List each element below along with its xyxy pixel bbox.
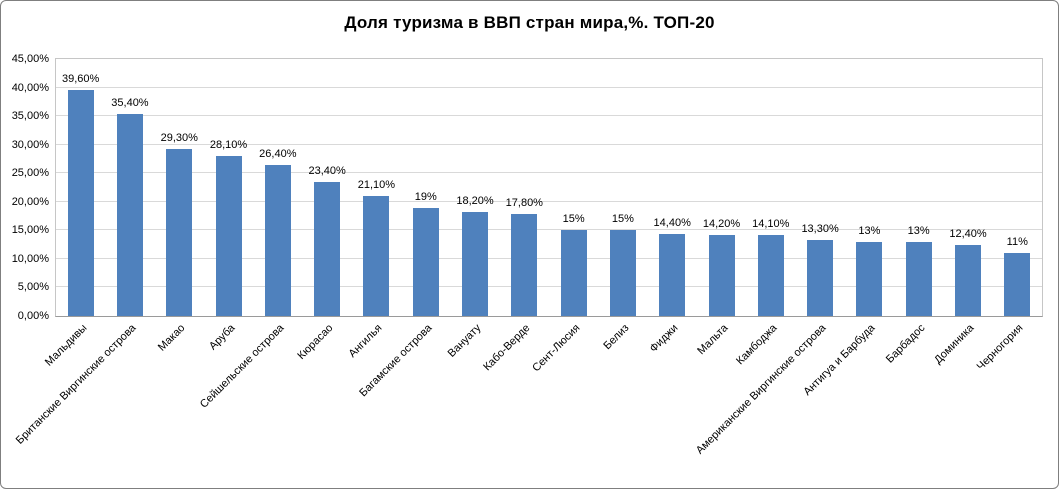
bar-value-label: 29,30% xyxy=(160,131,198,144)
category-slot: 14,10% Камбоджа xyxy=(734,59,795,367)
bar-value-label: 26,40% xyxy=(259,148,297,161)
bar-value-label: 23,40% xyxy=(308,165,346,178)
bar xyxy=(363,195,390,316)
bar xyxy=(560,230,587,316)
bar xyxy=(511,214,538,316)
category-slot: 14,40% Фиджи xyxy=(648,59,697,355)
category-slot: 18,20% Вануату xyxy=(446,59,499,360)
category-slot: 28,10% Аруба xyxy=(204,59,253,353)
bar-value-label: 14,10% xyxy=(752,218,790,231)
bar xyxy=(166,148,193,316)
category-slot: 13,30% Американские Виргинские острова xyxy=(694,59,844,457)
y-axis-tick-label: 5,00% xyxy=(17,281,49,294)
y-axis-tick-label: 15,00% xyxy=(11,224,49,237)
bar-value-label: 15% xyxy=(611,213,634,226)
bar-value-label: 15% xyxy=(562,213,585,226)
bar-value-label: 28,10% xyxy=(209,138,248,151)
bar xyxy=(708,234,735,316)
gridline xyxy=(56,143,1042,145)
plot-area: 39,60% Мальдивы 35,40% Британские Виргински… xyxy=(12,53,1043,457)
category-slot: 29,30% Макао xyxy=(155,59,204,354)
bar xyxy=(462,212,489,316)
gridline xyxy=(56,200,1042,202)
bar xyxy=(856,241,883,316)
bar-value-label: 13% xyxy=(907,224,930,237)
bar xyxy=(314,182,341,316)
y-axis-tick-label: 10,00% xyxy=(11,252,49,265)
category-slot: 26,40% Сейшельские острова xyxy=(198,59,302,410)
bar-value-label: 14,40% xyxy=(653,216,691,229)
category-slot: 35,40% Британские Виргинские острова xyxy=(14,59,154,447)
bar xyxy=(905,241,932,316)
category-slot: 14,20% Мальта xyxy=(695,59,746,357)
y-axis-tick-label: 25,00% xyxy=(11,167,49,180)
category-slot: 23,40% Кюрасао xyxy=(296,59,351,362)
chart-title: Доля туризма в ВВП стран мира,%. ТОП-20 xyxy=(344,13,715,32)
bar xyxy=(807,240,834,316)
bar-value-label: 39,60% xyxy=(61,72,100,85)
bar-value-label: 19% xyxy=(414,190,437,203)
category-slot: 13% Антигуа и Барбуда xyxy=(802,59,894,398)
bar xyxy=(954,245,981,316)
bar-value-label: 21,10% xyxy=(357,178,396,191)
y-axis-tick-label: 35,00% xyxy=(11,110,49,123)
y-axis-tick-label: 30,00% xyxy=(11,138,49,151)
y-axis-tick-label: 40,00% xyxy=(11,81,49,94)
category-slot: 21,10% Ангилья xyxy=(347,59,401,360)
bars-container: 39,60% Мальдивы 35,40% Британские Виргински… xyxy=(14,59,1042,457)
bar xyxy=(609,230,636,316)
category-slot: 15% Белиз xyxy=(598,59,647,352)
gridline xyxy=(56,115,1042,117)
bar xyxy=(659,233,686,316)
category-slot: 15% Сент-Люсия xyxy=(530,59,598,374)
bar xyxy=(757,235,784,316)
y-axis-tick-label: 0,00% xyxy=(17,310,49,322)
gridline xyxy=(56,86,1042,88)
gridline xyxy=(56,172,1042,174)
bar xyxy=(1004,253,1031,316)
gridline xyxy=(56,257,1042,259)
bar xyxy=(412,207,439,316)
x-category-label: Черногория xyxy=(974,322,1026,373)
y-axis-tick-label: 45,00% xyxy=(11,53,49,65)
category-slot: 17,80% Кабо-Верде xyxy=(482,59,549,373)
bar xyxy=(67,89,94,316)
bar-value-label: 14,20% xyxy=(702,217,741,230)
category-slot: 12,40% Доминика xyxy=(932,59,992,366)
gridline xyxy=(56,229,1042,231)
y-axis-tick-label: 20,00% xyxy=(11,195,49,208)
bar-value-label: 12,40% xyxy=(949,228,987,241)
bar-value-label: 13% xyxy=(858,224,881,237)
bar-value-label: 35,40% xyxy=(111,96,149,109)
category-slot: 19% Багамские острова xyxy=(357,59,450,399)
bar-value-label: 17,80% xyxy=(505,197,543,210)
category-slot: 11% Черногория xyxy=(975,59,1042,373)
bar-value-label: 11% xyxy=(1006,236,1028,249)
category-slot: 13% Барбадос xyxy=(884,59,943,366)
bar xyxy=(116,113,143,316)
bar-value-label: 18,20% xyxy=(456,195,494,208)
bar xyxy=(215,155,242,316)
bar xyxy=(264,165,291,316)
bar-value-label: 13,30% xyxy=(801,223,839,236)
gridline xyxy=(56,286,1042,288)
category-slot: 39,60% Мальдивы xyxy=(43,59,105,369)
